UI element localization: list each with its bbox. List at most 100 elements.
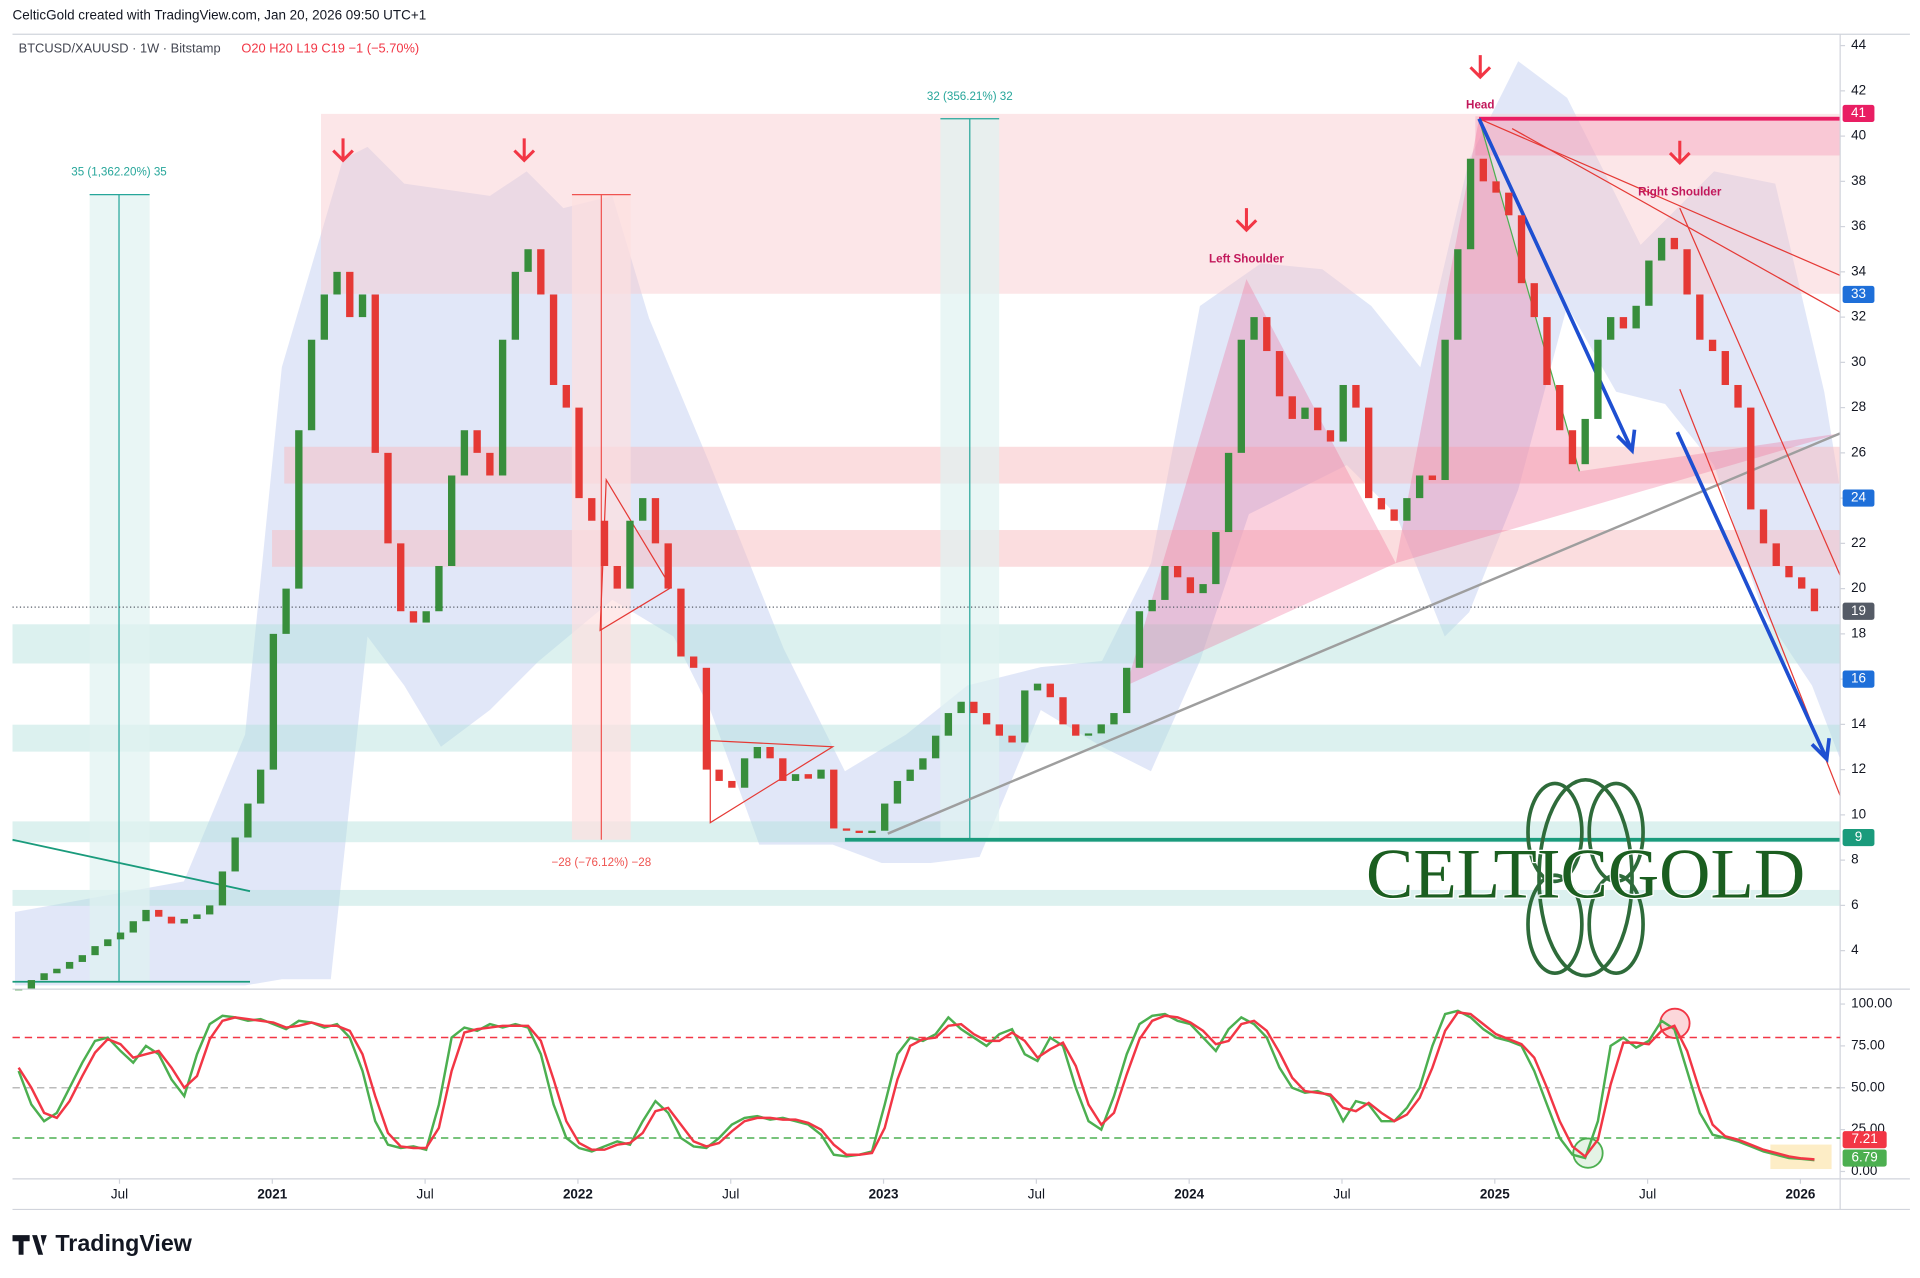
- candle: [919, 758, 927, 770]
- candle: [1275, 351, 1284, 397]
- y-tick-label: 75.00: [1851, 1037, 1885, 1052]
- candle: [1352, 384, 1360, 408]
- candle: [1059, 697, 1067, 725]
- down-arrow: [332, 138, 354, 163]
- candle: [1046, 683, 1054, 698]
- price-tag: [1842, 489, 1875, 507]
- candle: [282, 588, 290, 634]
- candle: [1097, 724, 1105, 734]
- candle: [1708, 339, 1717, 352]
- candle: [129, 921, 137, 933]
- resistance-zone: [1475, 116, 1841, 156]
- candle: [1479, 158, 1487, 182]
- down-arrow: [513, 138, 536, 163]
- y-tick-label: 0.00: [1851, 1163, 1877, 1178]
- knot: [1526, 873, 1584, 976]
- x-tick-label: Jul: [417, 1186, 434, 1201]
- y-tick-label: 38: [1851, 173, 1866, 188]
- candle: [639, 498, 647, 521]
- x-tick-label: Jul: [111, 1186, 128, 1201]
- price-tag-label: 9: [1855, 829, 1862, 844]
- red-arrows: [332, 55, 1691, 233]
- support-zone: [12, 724, 1841, 752]
- candle: [346, 271, 354, 318]
- candle: [1365, 407, 1373, 499]
- measure-label: −28 (−76.12%) −28: [551, 856, 651, 869]
- candle: [193, 914, 201, 919]
- y-tick-label: 50.00: [1851, 1079, 1885, 1094]
- support-zone: [12, 889, 1841, 906]
- candle: [104, 939, 112, 947]
- blue-arrow: [1477, 117, 1637, 455]
- y-tick-label: 6: [1851, 897, 1858, 912]
- candle: [167, 916, 176, 924]
- candle: [486, 452, 494, 476]
- price-tag-label: 41: [1851, 105, 1866, 120]
- candle: [1441, 339, 1449, 481]
- candle: [65, 961, 74, 969]
- resistance-zone: [284, 446, 1841, 484]
- y-tick-label: 10: [1851, 806, 1866, 821]
- candle: [231, 837, 239, 872]
- y-tick-label: 30: [1851, 354, 1866, 369]
- candle: [1072, 724, 1080, 736]
- candle: [1568, 430, 1577, 465]
- y-tick-label: 44: [1851, 37, 1866, 52]
- candle: [1288, 396, 1296, 419]
- price-tag-label: 24: [1851, 490, 1866, 505]
- candle: [1110, 713, 1118, 725]
- candle: [830, 769, 838, 829]
- candle: [970, 701, 978, 714]
- price-tag: [1842, 602, 1875, 620]
- x-tick-label: 2021: [257, 1186, 287, 1201]
- candle: [855, 830, 863, 833]
- candle: [1734, 384, 1742, 408]
- support-zone: [12, 821, 1841, 843]
- candle: [498, 339, 507, 476]
- price-tag: [1842, 104, 1875, 123]
- candle: [613, 565, 621, 589]
- candle: [244, 803, 252, 838]
- candle: [1517, 215, 1526, 284]
- candle: [1721, 351, 1729, 385]
- candle: [1212, 532, 1220, 585]
- channel-line: [1478, 118, 1841, 276]
- candle: [91, 946, 99, 956]
- knot: [1537, 777, 1634, 978]
- trend-line: [12, 838, 251, 893]
- candle: [944, 713, 953, 736]
- candle: [78, 955, 86, 962]
- drawings: [12, 55, 1841, 983]
- channel-line: [1511, 128, 1841, 313]
- candle: [1505, 192, 1513, 216]
- pattern-shading: [1126, 118, 1841, 686]
- candle: [1530, 283, 1538, 318]
- candle: [868, 830, 876, 833]
- down-arrow: [1235, 208, 1258, 233]
- knot: [1526, 781, 1584, 884]
- candle: [1250, 317, 1258, 340]
- candle: [1606, 317, 1615, 340]
- pattern-label: Left Shoulder: [1209, 253, 1284, 266]
- candle: [53, 968, 61, 974]
- candle: [1670, 237, 1679, 250]
- support-zone: [12, 624, 1841, 664]
- footer-brand: TradingView: [55, 1230, 192, 1256]
- candle: [537, 249, 545, 295]
- candle: [1594, 339, 1602, 419]
- candle: [358, 294, 367, 318]
- candle: [1008, 735, 1016, 743]
- stoch-highlights: [1572, 1007, 1832, 1170]
- triangle: [709, 739, 835, 824]
- candle: [1454, 249, 1462, 340]
- candle: [473, 430, 481, 453]
- price-tag: [1842, 670, 1875, 688]
- candle: [1428, 475, 1437, 481]
- candle: [1148, 599, 1156, 612]
- y-tick-label: 18: [1851, 625, 1866, 640]
- candle: [384, 452, 392, 544]
- candle: [651, 498, 660, 544]
- ohlc: O20 H20 L19 C19 −1 (−5.70%): [241, 40, 419, 55]
- candle: [1759, 509, 1768, 544]
- candle: [931, 735, 940, 759]
